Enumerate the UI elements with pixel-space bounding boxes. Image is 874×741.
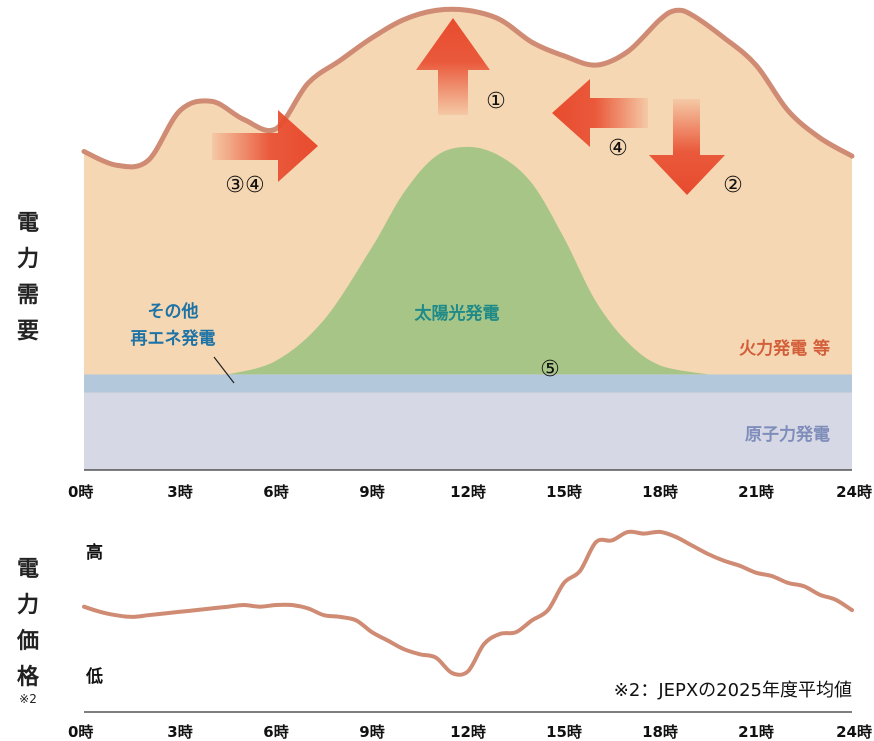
price-ylabel-2: 力: [17, 593, 39, 618]
demand-tick-2: 6時: [263, 483, 288, 501]
other-renewable-pointer: [213, 356, 235, 384]
price-tick-2: 6時: [263, 723, 288, 741]
demand-ylabel-1: 電: [17, 211, 39, 236]
marker-1: ①: [486, 89, 506, 114]
other-renewable-label-line1: その他: [148, 301, 199, 322]
demand-x-ticks: 0時 3時 6時 9時 12時 15時 18時 21時 24時: [68, 483, 872, 501]
price-ylabel-1: 電: [17, 557, 39, 582]
demand-tick-6: 18時: [642, 483, 678, 501]
demand-tick-7: 21時: [738, 483, 774, 501]
nuclear-band: [84, 392, 852, 470]
marker-3-4: ③④: [225, 173, 264, 198]
price-low-label: 低: [85, 666, 103, 687]
price-high-label: 高: [86, 542, 103, 563]
solar-label: 太陽光発電: [415, 303, 500, 324]
price-tick-7: 21時: [738, 723, 774, 741]
demand-ylabel-2: 力: [17, 247, 39, 272]
marker-5: ⑤: [540, 357, 560, 382]
demand-tick-0: 0時: [68, 483, 93, 501]
thermal-label: 火力発電 等: [739, 338, 830, 359]
price-tick-5: 15時: [546, 723, 582, 741]
nuclear-label: 原子力発電: [745, 424, 830, 445]
demand-tick-4: 12時: [450, 483, 486, 501]
price-line: [82, 529, 854, 677]
price-ylabel-4: 格: [17, 664, 40, 690]
solar-area: [228, 146, 708, 375]
price-tick-6: 18時: [642, 723, 678, 741]
demand-tick-5: 15時: [546, 483, 582, 501]
price-x-ticks: 0時 3時 6時 9時 12時 15時 18時 21時 24時: [68, 723, 872, 741]
arrow-up-icon: [416, 18, 490, 115]
price-chart: 0時 3時 6時 9時 12時 15時 18時 21時 24時 電 力 価 格 ※2 高 低 ※…: [16, 529, 872, 741]
demand-tick-3: 9時: [359, 483, 384, 501]
demand-ylabel-3: 需: [17, 283, 39, 308]
marker-4: ④: [608, 136, 628, 161]
price-tick-1: 3時: [167, 723, 192, 741]
arrow-right-icon: [212, 110, 318, 182]
demand-tick-1: 3時: [167, 483, 192, 501]
price-tick-3: 9時: [359, 723, 384, 741]
arrow-down-icon: [649, 99, 725, 195]
other-renewable-label-line2: 再エネ発電: [131, 328, 216, 349]
marker-2: ②: [723, 173, 743, 198]
price-ylabel-note: ※2: [19, 692, 37, 706]
price-note: ※2：JEPXの2025年度平均値: [614, 680, 852, 701]
demand-tick-8: 24時: [836, 483, 872, 501]
other-renewable-band: [84, 374, 852, 393]
price-tick-4: 12時: [450, 723, 486, 741]
price-ylabel-3: 価: [16, 629, 39, 654]
price-tick-8: 24時: [836, 723, 872, 741]
price-tick-0: 0時: [68, 723, 93, 741]
demand-ylabel-4: 要: [17, 319, 39, 344]
demand-chart: 0時 3時 6時 9時 12時 15時 18時 21時 24時 電 力 需 要 太陽光発電 その…: [17, 6, 872, 501]
arrow-left-icon: [552, 79, 648, 147]
demand-line: [81, 6, 855, 170]
